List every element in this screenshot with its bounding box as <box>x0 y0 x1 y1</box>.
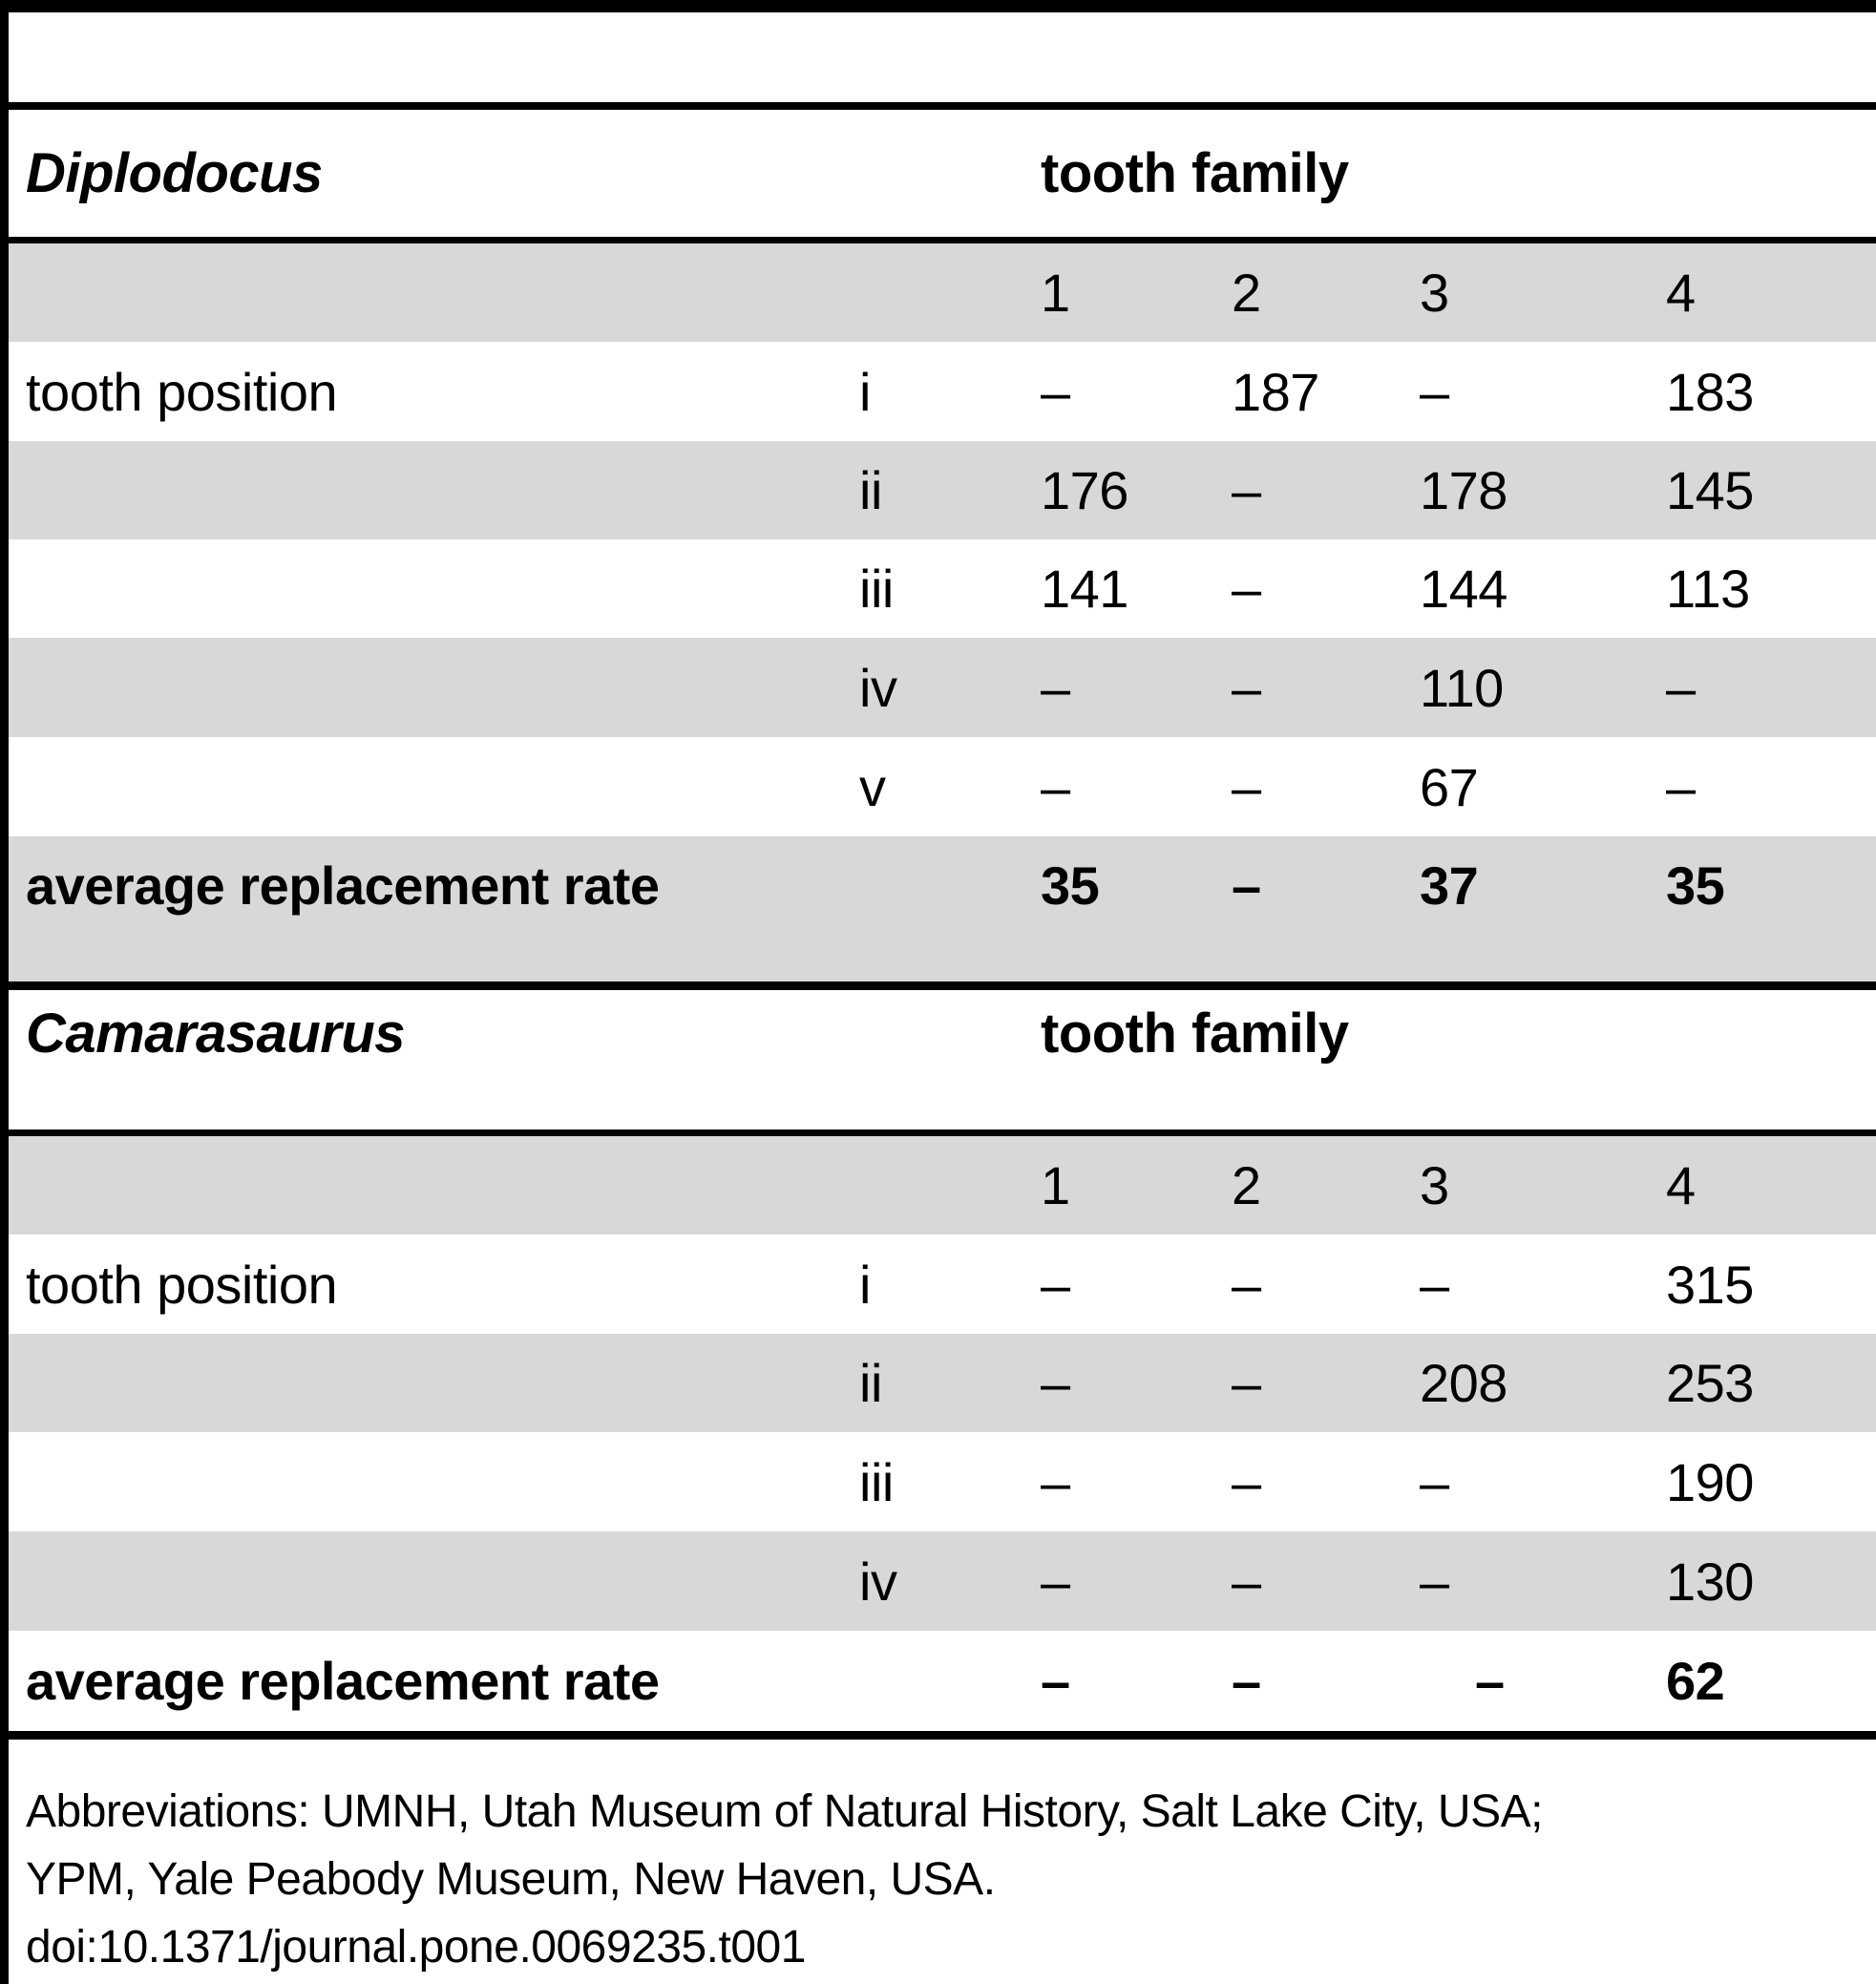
table-row: ii 176 – 178 145 <box>0 441 1876 539</box>
value-cell: – <box>1232 460 1261 520</box>
value-cell: 253 <box>1666 1353 1754 1413</box>
value-cell: – <box>1232 756 1261 817</box>
value-cell: 37 <box>1420 855 1479 916</box>
position-label: v <box>859 756 886 817</box>
value-cell: – <box>1041 1551 1070 1612</box>
column-header: 2 <box>1232 263 1261 323</box>
value-cell: 190 <box>1666 1451 1754 1512</box>
value-cell: 144 <box>1420 559 1507 619</box>
column-header: 3 <box>1420 263 1449 323</box>
table-row: v – – 67 – <box>0 737 1876 836</box>
value-cell: – <box>1232 559 1261 619</box>
table-row: tooth position i – – – 315 <box>0 1235 1876 1334</box>
value-cell: 141 <box>1041 559 1128 619</box>
column-header: 4 <box>1666 1155 1696 1215</box>
table-row: tooth position i – 187 – 183 <box>0 342 1876 441</box>
column-header-row: 1 2 3 4 <box>0 243 1876 342</box>
table-row: iii 141 – 144 113 <box>0 539 1876 638</box>
value-cell: – <box>1232 657 1261 718</box>
position-label: iii <box>859 559 894 619</box>
value-cell: – <box>1041 1254 1070 1315</box>
table-row: ii – – 208 253 <box>0 1334 1876 1432</box>
value-cell: 183 <box>1666 361 1754 422</box>
value-cell: – <box>1420 1254 1449 1315</box>
value-cell: 178 <box>1420 460 1507 520</box>
column-header-row: 1 2 3 4 <box>0 1136 1876 1235</box>
horizontal-rule <box>0 237 1876 243</box>
value-cell: – <box>1666 657 1696 718</box>
column-header: 4 <box>1666 263 1696 323</box>
horizontal-rule <box>0 981 1876 990</box>
value-cell: – <box>1232 1551 1261 1612</box>
average-row: average replacement rate – – – 62 <box>0 1631 1876 1731</box>
top-whitespace <box>0 12 1876 102</box>
table-footnote: Abbreviations: UMNH, Utah Museum of Natu… <box>0 1740 1876 1981</box>
value-cell: – <box>1041 1451 1070 1512</box>
average-label: average replacement rate <box>26 855 660 916</box>
position-label: ii <box>859 460 882 520</box>
value-cell: 187 <box>1232 361 1319 422</box>
average-row: average replacement rate 35 – 37 35 <box>0 836 1876 981</box>
species-header-row-camarasaurus: Camarasaurus tooth family <box>0 990 1876 1129</box>
position-label: i <box>859 1254 871 1315</box>
species-header-row-diplodocus: Diplodocus tooth family <box>0 110 1876 237</box>
horizontal-rule <box>0 102 1876 110</box>
value-cell: – <box>1041 1651 1070 1711</box>
position-label: i <box>859 361 871 422</box>
column-header: 1 <box>1041 263 1070 323</box>
value-cell: – <box>1232 855 1261 916</box>
footnote-line: Abbreviations: UMNH, Utah Museum of Natu… <box>26 1786 1543 1837</box>
value-cell: – <box>1232 1254 1261 1315</box>
tooth-family-header: tooth family <box>1041 142 1349 204</box>
position-label: iii <box>859 1451 894 1512</box>
value-cell: – <box>1041 756 1070 817</box>
value-cell: 315 <box>1666 1254 1754 1315</box>
row-group-label: tooth position <box>26 1254 338 1315</box>
value-cell: 208 <box>1420 1353 1507 1413</box>
average-label: average replacement rate <box>26 1651 660 1711</box>
position-label: iv <box>859 657 897 718</box>
value-cell: 62 <box>1666 1651 1725 1711</box>
table-row: iii – – – 190 <box>0 1432 1876 1531</box>
value-cell: – <box>1041 657 1070 718</box>
position-label: ii <box>859 1353 882 1413</box>
tooth-family-header: tooth family <box>1041 1002 1349 1065</box>
value-cell: 110 <box>1420 657 1504 718</box>
value-cell: – <box>1232 1353 1261 1413</box>
value-cell: 35 <box>1666 855 1725 916</box>
value-cell: – <box>1420 1551 1449 1612</box>
left-border-rule <box>0 0 9 1984</box>
value-cell: 176 <box>1041 460 1128 520</box>
value-cell: – <box>1420 361 1449 422</box>
top-border-rule <box>0 0 1876 12</box>
value-cell: 67 <box>1420 756 1479 817</box>
value-cell: 130 <box>1666 1551 1754 1612</box>
doi-text: doi:10.1371/journal.pone.0069235.t001 <box>26 1922 806 1973</box>
value-cell: – <box>1420 1451 1449 1512</box>
value-cell: – <box>1041 1353 1070 1413</box>
position-label: iv <box>859 1551 897 1612</box>
column-header: 1 <box>1041 1155 1070 1215</box>
horizontal-rule <box>0 1129 1876 1136</box>
table-row: iv – – 110 – <box>0 638 1876 737</box>
footnote-line: YPM, Yale Peabody Museum, New Haven, USA… <box>26 1854 996 1905</box>
value-cell: – <box>1666 756 1696 817</box>
species-name: Camarasaurus <box>26 1002 406 1065</box>
horizontal-rule <box>0 1731 1876 1740</box>
column-header: 3 <box>1420 1155 1449 1215</box>
value-cell: 145 <box>1666 460 1754 520</box>
value-cell: 35 <box>1041 855 1100 916</box>
value-cell: – <box>1475 1651 1505 1711</box>
species-name: Diplodocus <box>26 142 323 204</box>
value-cell: – <box>1232 1451 1261 1512</box>
row-group-label: tooth position <box>26 361 338 422</box>
value-cell: – <box>1232 1651 1261 1711</box>
table-row: iv – – – 130 <box>0 1531 1876 1631</box>
value-cell: – <box>1041 361 1070 422</box>
column-header: 2 <box>1232 1155 1261 1215</box>
value-cell: 113 <box>1666 559 1750 619</box>
